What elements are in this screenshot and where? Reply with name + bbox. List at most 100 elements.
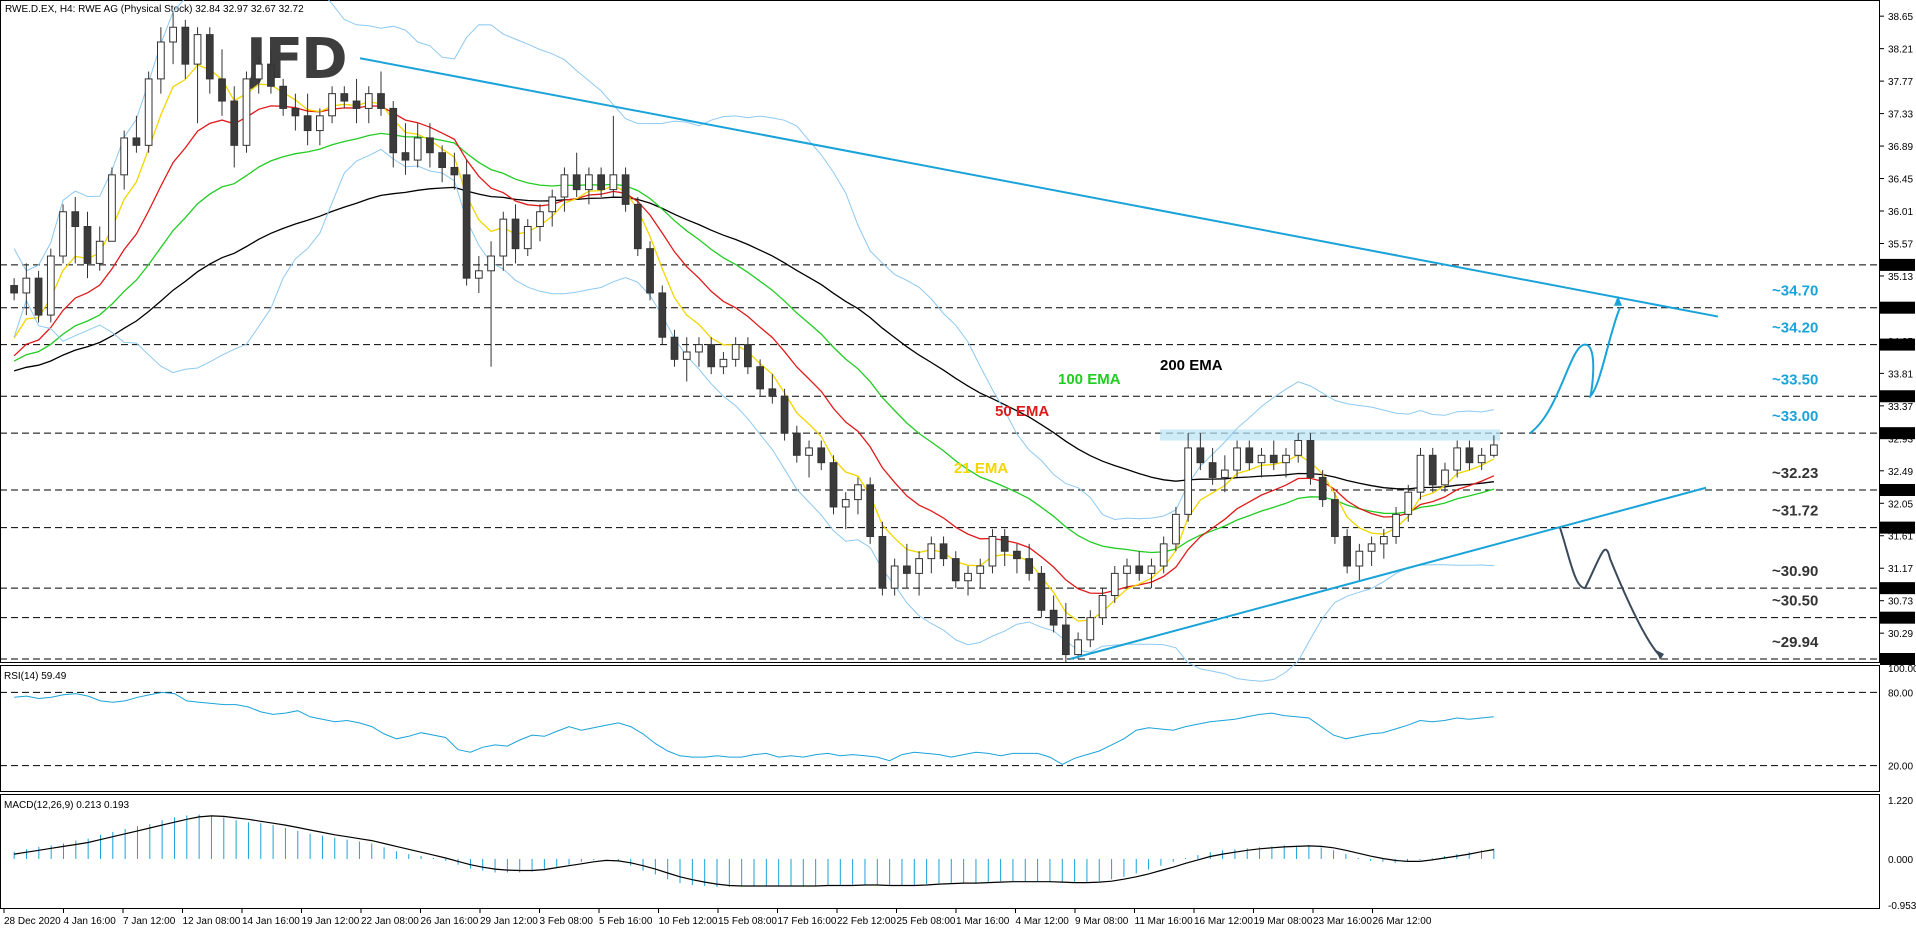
candle xyxy=(707,344,716,368)
candle xyxy=(744,344,752,368)
level-tag-bg xyxy=(1880,338,1915,351)
macd-tick-label: -0.953 xyxy=(1888,901,1916,912)
candle xyxy=(1490,444,1498,456)
candle xyxy=(1000,535,1009,552)
candle xyxy=(1269,454,1278,464)
candle xyxy=(71,211,80,228)
candle xyxy=(1147,565,1156,574)
level-tag: 30.50 xyxy=(1884,614,1909,625)
candle xyxy=(560,174,569,198)
candle xyxy=(157,41,165,80)
candle xyxy=(59,211,67,257)
level-tag-bg xyxy=(1880,582,1915,595)
level-label: ~29.94 xyxy=(1772,634,1819,651)
bullish-arrowhead xyxy=(1614,295,1622,306)
candle xyxy=(279,85,288,109)
candle xyxy=(218,78,226,102)
candle xyxy=(756,366,764,390)
candle xyxy=(951,558,960,582)
candle xyxy=(83,226,92,264)
price-tick-label: 32.93 xyxy=(1888,434,1913,445)
candle xyxy=(695,344,703,353)
candle xyxy=(181,26,190,65)
price-tick-label: 35.57 xyxy=(1888,239,1913,250)
candle xyxy=(132,137,141,146)
candle xyxy=(976,565,985,574)
candle xyxy=(1331,499,1339,537)
resistance-zone xyxy=(1160,429,1500,441)
price-tick-label: 38.65 xyxy=(1888,12,1913,23)
level-tag-bg xyxy=(1880,427,1915,440)
macd-panel: 1.220 0.000 -0.953 xyxy=(13,796,1916,912)
symbol-header: RWE.D.EX, H4: RWE AG (Physical Stock) 32… xyxy=(5,4,304,15)
level-label: ~33.00 xyxy=(1772,408,1818,425)
level-tag: 34.70 xyxy=(1884,304,1909,315)
candle xyxy=(670,336,679,360)
time-tick-label: 28 Dec 2020 xyxy=(4,916,61,927)
rsi-title: RSI(14) 59.49 xyxy=(4,671,67,682)
candle xyxy=(939,543,948,560)
rsi-line xyxy=(14,691,1494,765)
rsi-tick-label: 80.00 xyxy=(1888,688,1913,699)
candle xyxy=(915,558,923,574)
time-tick-label: 23 Mar 16:00 xyxy=(1313,916,1372,927)
time-tick-label: 19 Jan 12:00 xyxy=(302,916,360,927)
candle xyxy=(474,270,483,279)
level-tag: 31.72 xyxy=(1884,524,1909,535)
time-tick-label: 3 Feb 08:00 xyxy=(540,916,594,927)
candle xyxy=(46,255,55,316)
candle xyxy=(1159,543,1168,567)
candle xyxy=(108,174,116,242)
bullish-arrow-path xyxy=(1529,307,1621,434)
candle xyxy=(1355,550,1364,567)
candle xyxy=(927,543,936,560)
candle xyxy=(646,248,654,294)
ema-lines xyxy=(13,64,1495,622)
level-tag-bg xyxy=(1880,301,1915,314)
candle xyxy=(267,63,275,87)
candle xyxy=(352,100,361,109)
level-label: ~33.50 xyxy=(1772,371,1818,388)
time-tick-label: 7 Jan 12:00 xyxy=(123,916,176,927)
price-tick-label: 30.29 xyxy=(1888,629,1913,640)
time-tick-label: 12 Jan 08:00 xyxy=(183,916,241,927)
candle xyxy=(523,226,532,250)
main-panel-frame xyxy=(0,0,1880,663)
level-label: ~34.20 xyxy=(1772,320,1818,337)
candle xyxy=(328,93,336,117)
level-tag: 32.23 xyxy=(1884,486,1909,497)
candle xyxy=(1392,513,1400,537)
candle xyxy=(205,34,214,80)
time-tick-label: 17 Feb 16:00 xyxy=(778,916,837,927)
candle xyxy=(242,78,251,146)
candle xyxy=(585,174,593,191)
candle xyxy=(621,174,630,205)
candle xyxy=(1049,609,1058,626)
macd-panel-frame xyxy=(0,794,1880,909)
level-label: ~30.50 xyxy=(1772,593,1818,610)
candle xyxy=(1282,454,1290,464)
candle xyxy=(1123,565,1131,574)
candle xyxy=(230,100,239,146)
candle xyxy=(364,93,373,109)
candle xyxy=(536,211,544,228)
time-tick-label: 9 Mar 08:00 xyxy=(1075,916,1129,927)
candle xyxy=(548,196,557,213)
candle xyxy=(1257,454,1266,464)
jfd-logo: JFD xyxy=(242,27,346,92)
level-tag-bg xyxy=(1880,258,1915,271)
candle xyxy=(499,218,508,257)
time-tick-label: 26 Mar 12:00 xyxy=(1373,916,1432,927)
price-tick-label: 32.49 xyxy=(1888,467,1913,478)
level-tag-bg xyxy=(1880,653,1915,665)
candle xyxy=(780,395,789,434)
candle xyxy=(829,462,838,508)
price-tick-label: 35.13 xyxy=(1888,272,1913,283)
candle xyxy=(291,107,300,117)
bollinger-bands xyxy=(13,0,1494,682)
ema-50-line xyxy=(13,105,1495,595)
price-tick-label: 32.05 xyxy=(1888,499,1913,510)
candle xyxy=(95,240,104,264)
